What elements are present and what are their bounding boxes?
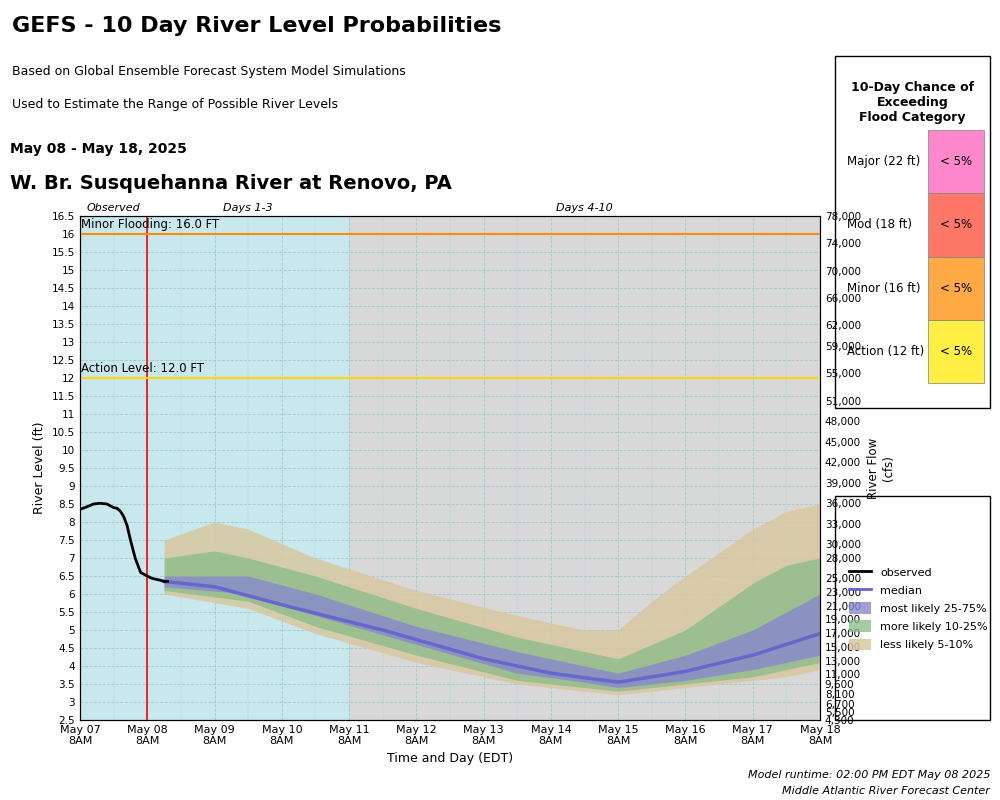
Text: GEFS - 10 Day River Level Probabilities: GEFS - 10 Day River Level Probabilities — [12, 16, 501, 36]
Text: W. Br. Susquehanna River at Renovo, PA: W. Br. Susquehanna River at Renovo, PA — [10, 174, 452, 194]
Text: Model runtime: 02:00 PM EDT May 08 2025: Model runtime: 02:00 PM EDT May 08 2025 — [748, 770, 990, 780]
Bar — [80, 216, 349, 720]
Text: Major (22 ft): Major (22 ft) — [847, 155, 921, 168]
Text: Mod (18 ft): Mod (18 ft) — [847, 218, 912, 231]
Legend: observed, median, most likely 25-75%, more likely 10-25%, less likely 5-10%: observed, median, most likely 25-75%, mo… — [844, 561, 994, 655]
FancyBboxPatch shape — [928, 320, 984, 383]
FancyBboxPatch shape — [928, 194, 984, 257]
Text: Action Level: 12.0 FT: Action Level: 12.0 FT — [81, 362, 204, 375]
Y-axis label: River Flow
(cfs): River Flow (cfs) — [867, 438, 895, 498]
Text: Days 4-10: Days 4-10 — [556, 203, 613, 214]
Text: < 5%: < 5% — [940, 345, 972, 358]
X-axis label: Time and Day (EDT): Time and Day (EDT) — [387, 752, 513, 765]
Text: May 08 - May 18, 2025: May 08 - May 18, 2025 — [10, 142, 187, 157]
Text: Action (12 ft): Action (12 ft) — [847, 345, 925, 358]
FancyBboxPatch shape — [928, 257, 984, 320]
Text: < 5%: < 5% — [940, 218, 972, 231]
Text: < 5%: < 5% — [940, 282, 972, 295]
Text: < 5%: < 5% — [940, 155, 972, 168]
Text: Used to Estimate the Range of Possible River Levels: Used to Estimate the Range of Possible R… — [12, 98, 338, 111]
Y-axis label: River Level (ft): River Level (ft) — [33, 422, 46, 514]
Text: Days 1-3: Days 1-3 — [223, 203, 273, 214]
Text: Observed: Observed — [87, 203, 141, 214]
Text: Minor Flooding: 16.0 FT: Minor Flooding: 16.0 FT — [81, 218, 219, 231]
Text: Middle Atlantic River Forecast Center: Middle Atlantic River Forecast Center — [782, 786, 990, 796]
Text: Based on Global Ensemble Forecast System Model Simulations: Based on Global Ensemble Forecast System… — [12, 66, 406, 78]
Text: Minor (16 ft): Minor (16 ft) — [847, 282, 921, 295]
FancyBboxPatch shape — [928, 130, 984, 194]
Text: 10-Day Chance of
Exceeding
Flood Category: 10-Day Chance of Exceeding Flood Categor… — [851, 81, 974, 124]
